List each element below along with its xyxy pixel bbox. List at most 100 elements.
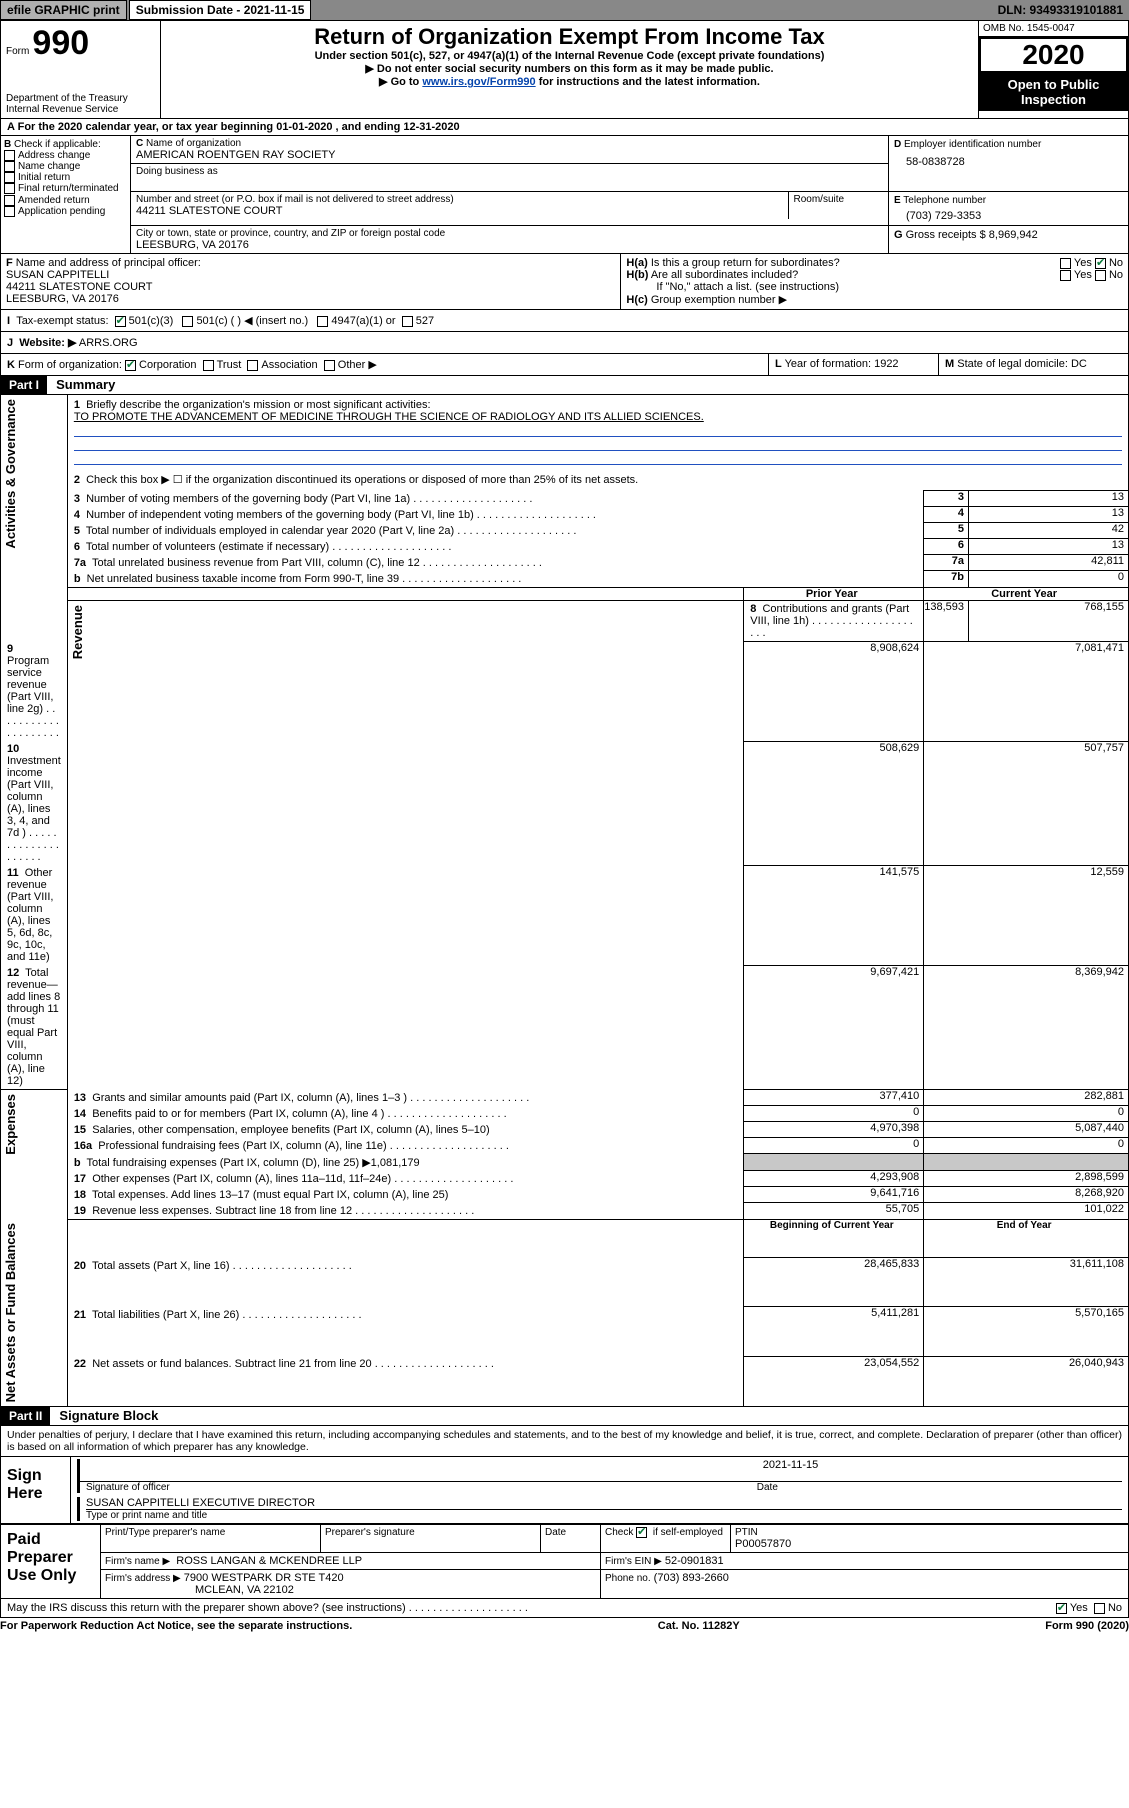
dln: DLN: 93493319101881 (992, 1, 1129, 19)
hdr-begin: Beginning of Current Year (744, 1219, 924, 1258)
fh-row: F Name and address of principal officer:… (0, 254, 1129, 310)
form-title: Return of Organization Exempt From Incom… (166, 24, 973, 50)
sign-here-label: Sign Here (1, 1457, 71, 1524)
preparer-label: Paid Preparer Use Only (1, 1524, 101, 1598)
hdr-end: End of Year (924, 1219, 1129, 1258)
sign-block: Sign Here 2021-11-15 Signature of office… (0, 1456, 1129, 1524)
street-address: 44211 SLATESTONE COURT (136, 205, 783, 217)
ck-other[interactable] (324, 360, 335, 371)
ptin: P00057870 (735, 1538, 1124, 1550)
city-state-zip: LEESBURG, VA 20176 (136, 239, 883, 251)
footer-mid: Cat. No. 11282Y (658, 1620, 740, 1632)
ck-501c3[interactable] (115, 316, 126, 327)
addr-label: Number and street (or P.O. box if mail i… (136, 194, 783, 205)
firm-phone: (703) 893-2660 (654, 1572, 729, 1584)
room-label: Room/suite (794, 194, 884, 205)
vlabel-gov: Activities & Governance (1, 395, 20, 553)
name-title-label: Type or print name and title (86, 1510, 1122, 1521)
sig-label: Signature of officer (79, 1481, 757, 1493)
period-text: For the 2020 calendar year, or tax year … (18, 121, 460, 133)
part2-bar: Part II (1, 1407, 50, 1425)
subtitle-3b: for instructions and the latest informat… (539, 76, 760, 88)
phone: (703) 729-3353 (894, 206, 1123, 222)
dept-treasury: Department of the Treasury (6, 93, 155, 104)
officer-addr2: LEESBURG, VA 20176 (6, 293, 119, 305)
yof-label: Year of formation: (785, 358, 871, 370)
footer-left: For Paperwork Reduction Act Notice, see … (0, 1620, 352, 1632)
org-name-label: Name of organization (146, 138, 241, 149)
ck-final-return[interactable] (4, 183, 15, 194)
firm-name: ROSS LANGAN & MCKENDREE LLP (176, 1555, 362, 1567)
part1-bar: Part I (1, 376, 47, 394)
preparer-block: Paid Preparer Use Only Print/Type prepar… (0, 1524, 1129, 1599)
ck-4947[interactable] (317, 316, 328, 327)
website-url: ARRS.ORG (79, 337, 138, 349)
row-3: 3 Number of voting members of the govern… (1, 491, 1129, 507)
ck-initial-return[interactable] (4, 172, 15, 183)
period-line: A For the 2020 calendar year, or tax yea… (0, 119, 1129, 136)
hdr-current: Current Year (924, 587, 1129, 600)
row-7b: b Net unrelated business taxable income … (1, 571, 1129, 588)
ck-amended[interactable] (4, 195, 15, 206)
ck-527[interactable] (402, 316, 413, 327)
efile-label[interactable]: efile GRAPHIC print (0, 0, 127, 20)
ck-ha-yes[interactable] (1060, 258, 1071, 269)
irs-label: Internal Revenue Service (6, 104, 155, 115)
omb: OMB No. 1545-0047 (979, 21, 1128, 37)
gross-label: Gross receipts $ (906, 229, 986, 241)
firm-ein: 52-0901831 (665, 1555, 724, 1567)
ck-app-pending[interactable] (4, 206, 15, 217)
ein-label: Employer identification number (904, 139, 1041, 150)
officer-name: SUSAN CAPPITELLI (6, 269, 109, 281)
ck-discuss-no[interactable] (1094, 1603, 1105, 1614)
row-5: 5 Total number of individuals employed i… (1, 523, 1129, 539)
website-row: J Website: ▶ ARRS.ORG (0, 332, 1129, 354)
ck-name-change[interactable] (4, 161, 15, 172)
l1-label: Briefly describe the organization's miss… (86, 399, 430, 411)
open-inspection: Open to Public Inspection (979, 73, 1128, 111)
vlabel-exp: Expenses (1, 1090, 20, 1159)
footer: For Paperwork Reduction Act Notice, see … (0, 1618, 1129, 1632)
date-label: Date (757, 1481, 1122, 1493)
firm-addr2: MCLEAN, VA 22102 (105, 1584, 294, 1596)
hdr-prior: Prior Year (744, 587, 924, 600)
ck-corp[interactable] (125, 360, 136, 371)
org-name: AMERICAN ROENTGEN RAY SOCIETY (136, 149, 883, 161)
ck-address-change[interactable] (4, 150, 15, 161)
vlabel-net: Net Assets or Fund Balances (1, 1219, 20, 1406)
form-label: Form (6, 46, 29, 57)
top-bar: efile GRAPHIC print Submission Date - 20… (0, 0, 1129, 20)
ck-discuss-yes[interactable] (1056, 1603, 1067, 1614)
officer-sig-name: SUSAN CAPPITELLI EXECUTIVE DIRECTOR (86, 1497, 1122, 1510)
ck-trust[interactable] (203, 360, 214, 371)
domicile-label: State of legal domicile: (957, 358, 1068, 370)
firm-addr1: 7900 WESTPARK DR STE T420 (184, 1572, 344, 1584)
row-4: 4 Number of independent voting members o… (1, 507, 1129, 523)
form-header: Form 990 Department of the Treasury Inte… (0, 20, 1129, 119)
ck-501c[interactable] (182, 316, 193, 327)
subtitle-3a: ▶ Go to (379, 76, 422, 88)
form-org-label: Form of organization: (18, 359, 122, 371)
ck-ha-no[interactable] (1095, 258, 1106, 269)
form990-link[interactable]: www.irs.gov/Form990 (422, 76, 535, 88)
ck-self-employed[interactable] (636, 1527, 647, 1538)
city-label: City or town, state or province, country… (136, 228, 883, 239)
row-6: 6 Total number of volunteers (estimate i… (1, 539, 1129, 555)
klm-row: K Form of organization: Corporation Trus… (0, 354, 1129, 376)
boxB-label: Check if applicable: (14, 139, 101, 150)
discuss-row: May the IRS discuss this return with the… (0, 1599, 1129, 1618)
ck-hb-no[interactable] (1095, 270, 1106, 281)
submission-date: Submission Date - 2021-11-15 (129, 0, 312, 20)
year-formation: 1922 (874, 358, 898, 370)
part2-title: Signature Block (53, 1408, 158, 1423)
ck-assoc[interactable] (247, 360, 258, 371)
sign-date: 2021-11-15 (757, 1459, 1122, 1481)
part1-title: Summary (50, 377, 115, 392)
ck-hb-yes[interactable] (1060, 270, 1071, 281)
row-7a: 7a Total unrelated business revenue from… (1, 555, 1129, 571)
tax-exempt-row: I Tax-exempt status: 501(c)(3) 501(c) ( … (0, 310, 1129, 332)
ein: 58-0838728 (894, 150, 1123, 168)
te-label: Tax-exempt status: (16, 315, 108, 327)
hb-note: If "No," attach a list. (see instruction… (626, 281, 839, 293)
hb-label: Are all subordinates included? (651, 269, 798, 281)
